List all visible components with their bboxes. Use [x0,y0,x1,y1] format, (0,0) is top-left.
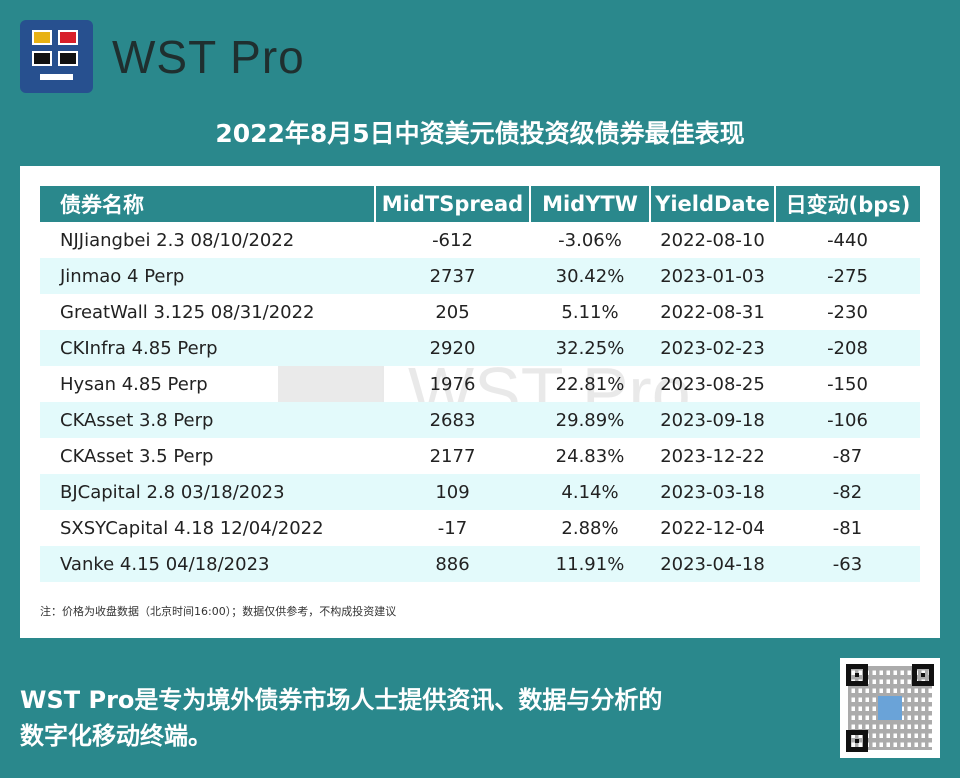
midytw-cell: 29.89% [530,402,650,438]
midytw-cell: -3.06% [558,229,622,251]
table-row: Vanke 4.15 04/18/2023 886 11.91% 2023-04… [40,546,920,582]
bond-name-cell: Hysan 4.85 Perp [60,373,208,395]
midtspread-cell: 1976 [429,373,476,395]
logo-text: WST Pro [112,31,305,83]
logo-base [40,74,73,80]
table-panel: WST Pro 债券名称 MidTSpread MidYTW YieldDate… [20,166,940,638]
bond-name-cell: SXSYCapital 4.18 12/04/2022 [60,517,324,539]
bond-name-cell: BJCapital 2.8 03/18/2023 [40,474,375,510]
yielddate-cell: 2022-08-10 [660,229,765,251]
column-header-bond-name: 债券名称 [40,186,376,222]
daily-change-cell: -230 [827,301,868,323]
yielddate-cell: 2023-01-03 [650,258,775,294]
qr-center-logo [878,696,902,720]
table-row: BJCapital 2.8 03/18/2023 109 4.14% 2023-… [40,474,920,510]
yielddate-cell: 2023-02-23 [650,330,775,366]
bond-name-cell: CKAsset 3.8 Perp [40,402,375,438]
midytw-cell: 5.11% [561,301,619,323]
disclaimer-note: 注：价格为收盘数据（北京时间16:00）；数据仅供参考，不构成投资建议 [40,605,397,618]
table-row: Hysan 4.85 Perp 1976 22.81% 2023-08-25 -… [40,366,920,402]
daily-change-cell: -208 [775,330,920,366]
daily-change-cell: -81 [832,517,863,539]
bond-name-cell: Jinmao 4 Perp [40,258,375,294]
bond-name-cell: CKAsset 3.5 Perp [60,445,214,467]
bond-name-cell: Vanke 4.15 04/18/2023 [40,546,375,582]
yielddate-cell: 2022-12-04 [660,517,765,539]
midytw-cell: 11.91% [530,546,650,582]
midytw-cell: 32.25% [530,330,650,366]
midytw-cell: 2.88% [561,517,619,539]
table-row: CKAsset 3.5 Perp 2177 24.83% 2023-12-22 … [40,438,920,474]
table-row: SXSYCapital 4.18 12/04/2022 -17 2.88% 20… [40,510,920,546]
page-title: 2022年8月5日中资美元债投资级债券最佳表现 [215,119,745,148]
midtspread-cell: 109 [375,474,530,510]
bond-name-cell: GreatWall 3.125 08/31/2022 [60,301,315,323]
qr-finder-bottom-left [846,730,868,752]
yielddate-cell: 2022-08-31 [660,301,765,323]
table-row: CKInfra 4.85 Perp 2920 32.25% 2023-02-23… [40,330,920,366]
midtspread-cell: 2920 [375,330,530,366]
daily-change-cell: -63 [775,546,920,582]
bond-name-cell: CKInfra 4.85 Perp [40,330,375,366]
midtspread-cell: -612 [432,229,473,251]
midtspread-cell: -17 [437,517,468,539]
yielddate-cell: 2023-12-22 [660,445,765,467]
column-header-midtspread: MidTSpread [375,186,531,222]
table-header-row: 债券名称 MidTSpread MidYTW YieldDate 日变动(bps… [40,186,920,222]
logo-square-black-1 [32,51,52,66]
logo-square-yellow [32,30,52,45]
column-header-yielddate: YieldDate [650,186,776,222]
daily-change-cell: -106 [775,402,920,438]
yielddate-cell: 2023-08-25 [660,373,765,395]
midytw-cell: 4.14% [530,474,650,510]
daily-change-cell: -150 [827,373,868,395]
midytw-cell: 22.81% [555,373,625,395]
qr-finder-top-left [846,664,868,686]
table-row: NJJiangbei 2.3 08/10/2022 -612 -3.06% 20… [40,222,920,258]
table-row: CKAsset 3.8 Perp 2683 29.89% 2023-09-18 … [40,402,920,438]
daily-change-cell: -82 [775,474,920,510]
midtspread-cell: 205 [435,301,470,323]
midytw-cell: 24.83% [555,445,625,467]
bond-name-cell: NJJiangbei 2.3 08/10/2022 [60,229,295,251]
midtspread-cell: 886 [375,546,530,582]
bond-performance-table: 债券名称 MidTSpread MidYTW YieldDate 日变动(bps… [40,186,920,582]
column-header-daily-change: 日变动(bps) [775,186,920,222]
midtspread-cell: 2683 [375,402,530,438]
qr-finder-top-right [912,664,934,686]
logo-square-black-2 [58,51,78,66]
table-row: Jinmao 4 Perp 2737 30.42% 2023-01-03 -27… [40,258,920,294]
daily-change-cell: -440 [827,229,868,251]
logo-icon [20,20,93,93]
qr-code-icon[interactable] [840,658,940,758]
footer-tagline: WST Pro是专为境外债券市场人士提供资讯、数据与分析的 数字化移动终端。 [20,682,780,754]
footer-line-1: WST Pro是专为境外债券市场人士提供资讯、数据与分析的 [20,686,663,714]
yielddate-cell: 2023-03-18 [650,474,775,510]
footer-line-2: 数字化移动终端。 [20,722,212,750]
midtspread-cell: 2177 [429,445,476,467]
yielddate-cell: 2023-09-18 [650,402,775,438]
midtspread-cell: 2737 [375,258,530,294]
logo-square-red [58,30,78,45]
daily-change-cell: -87 [832,445,863,467]
table-row: GreatWall 3.125 08/31/2022 205 5.11% 202… [40,294,920,330]
midytw-cell: 30.42% [530,258,650,294]
column-header-midytw: MidYTW [530,186,651,222]
yielddate-cell: 2023-04-18 [650,546,775,582]
daily-change-cell: -275 [775,258,920,294]
